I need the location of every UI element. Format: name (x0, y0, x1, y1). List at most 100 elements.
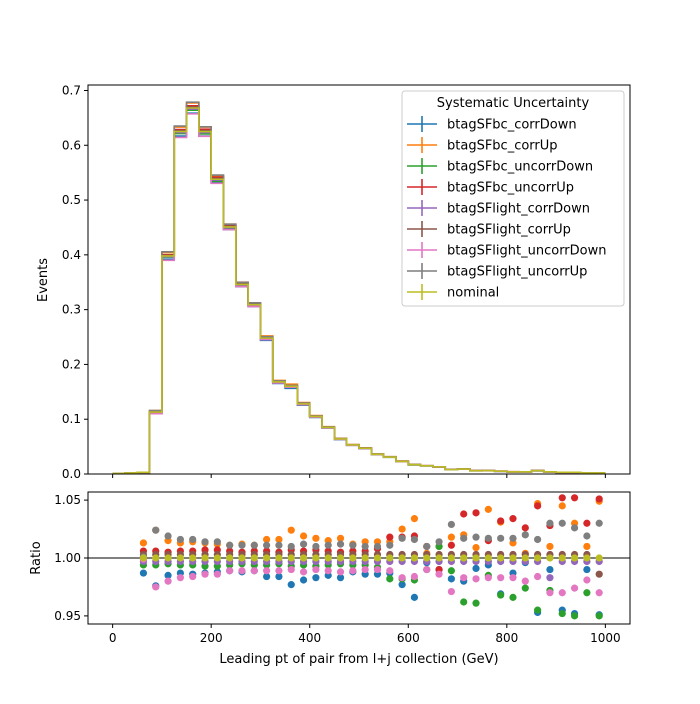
events-plot-frame (87, 84, 631, 475)
ratio-point-btagSFbc_corrUp (299, 532, 308, 540)
ratio-point-nominal (238, 554, 246, 562)
ratio-x-tick-label: 400 (298, 631, 321, 645)
ratio-point-nominal (460, 554, 468, 562)
ratio-point-btagSFbc_corrUp (410, 515, 419, 523)
ratio-point-btagSFbc_corrUp (287, 526, 295, 534)
ratio-y-label: Ratio (29, 541, 44, 574)
ratio-point-btagSFlight_uncorrUp (336, 540, 345, 548)
ratio-point-nominal (349, 554, 357, 562)
ratio-point-btagSFbc_uncorrDown (521, 584, 529, 592)
ratio-point-nominal (583, 554, 591, 562)
legend-label: btagSFbc_corrUp (447, 139, 558, 154)
ratio-point-nominal (423, 554, 431, 562)
ratio-point-btagSFlight_uncorrDown (558, 589, 566, 597)
ratio-point-nominal (176, 554, 184, 562)
ratio-point-btagSFbc_uncorrDown (595, 612, 603, 620)
ratio-point-btagSFlight_uncorrDown (176, 574, 184, 582)
ratio-point-btagSFlight_uncorrUp (546, 519, 554, 527)
ratio-y-tick-label: 1.00 (54, 551, 81, 565)
events-y-tick-label: 0.2 (62, 357, 81, 371)
ratio-point-btagSFlight_uncorrDown (361, 565, 369, 574)
ratio-point-btagSFbc_corrUp (546, 542, 554, 551)
ratio-point-btagSFlight_uncorrUp (213, 538, 221, 546)
ratio-point-btagSFbc_uncorrUp (460, 510, 468, 518)
ratio-point-nominal (398, 554, 406, 562)
ratio-point-btagSFbc_corrDown (139, 569, 148, 577)
ratio-point-btagSFlight_uncorrDown (435, 570, 443, 578)
ratio-point-nominal (435, 554, 443, 562)
ratio-point-btagSFbc_corrDown (398, 581, 406, 589)
legend-label: btagSFlight_corrDown (447, 202, 590, 217)
ratio-x-tick-label: 0 (109, 631, 117, 645)
ratio-point-nominal (410, 554, 419, 562)
ratio-point-btagSFbc_uncorrUp (534, 502, 542, 510)
ratio-point-btagSFlight_uncorrDown (336, 568, 345, 576)
events-y-tick-label: 0.7 (62, 83, 81, 97)
ratio-point-btagSFbc_corrDown (287, 581, 295, 589)
ratio-y-tick-label: 1.05 (54, 493, 81, 507)
legend-entry: btagSFlight_corrDown (407, 200, 590, 217)
legend-entry: btagSFlight_corrUp (407, 221, 571, 238)
ratio-point-btagSFlight_uncorrUp (361, 542, 369, 551)
events-y-label: Events (36, 258, 51, 302)
ratio-y-axis: 0.95 1.00 1.05 (54, 493, 88, 623)
ratio-point-btagSFbc_corrUp (312, 534, 320, 542)
ratio-point-btagSFlight_uncorrUp (287, 542, 295, 551)
legend-entry: btagSFlight_uncorrDown (407, 242, 607, 259)
ratio-point-btagSFlight_uncorrUp (176, 535, 184, 544)
ratio-point-nominal (189, 554, 197, 562)
ratio-point-nominal (336, 554, 345, 562)
step-line-nominal (112, 107, 606, 475)
ratio-point-nominal (226, 554, 234, 562)
histogram-steps (112, 101, 606, 475)
ratio-point-btagSFlight_uncorrUp (238, 541, 246, 549)
legend-label: btagSFbc_uncorrDown (447, 160, 593, 175)
ratio-point-btagSFlight_uncorrDown (287, 565, 295, 574)
ratio-point-btagSFlight_uncorrUp (349, 541, 357, 549)
ratio-point-btagSFlight_uncorrUp (226, 541, 234, 549)
ratio-point-btagSFbc_corrDown (164, 571, 172, 579)
events-y-tick-label: 0.4 (62, 248, 81, 262)
ratio-point-btagSFbc_uncorrUp (521, 524, 529, 532)
legend-label: btagSFbc_corrDown (447, 118, 577, 133)
ratio-point-btagSFlight_uncorrUp (570, 524, 579, 532)
ratio-point-nominal (275, 554, 283, 562)
ratio-point-btagSFlight_uncorrDown (189, 572, 197, 581)
ratio-point-btagSFbc_corrUp (472, 543, 480, 552)
legend-entry: btagSFbc_uncorrDown (407, 158, 593, 175)
ratio-point-btagSFlight_uncorrDown (373, 565, 382, 574)
ratio-point-nominal (201, 554, 209, 562)
legend-label: btagSFlight_uncorrDown (447, 244, 607, 259)
ratio-point-btagSFlight_uncorrUp (312, 542, 320, 551)
legend-box (401, 90, 625, 307)
ratio-point-nominal (139, 554, 148, 562)
ratio-point-btagSFlight_uncorrDown (275, 567, 283, 575)
ratio-point-nominal (447, 554, 455, 562)
ratio-point-btagSFbc_corrDown (299, 576, 308, 584)
ratio-point-nominal (558, 554, 566, 562)
ratio-point-btagSFlight_uncorrDown (583, 576, 591, 584)
events-panel: 0.0 0.1 0.2 0.3 0.4 0.5 0.6 0.7 Events (36, 83, 631, 481)
ratio-point-btagSFbc_uncorrDown (570, 612, 579, 620)
ratio-point-btagSFlight_uncorrUp (299, 540, 308, 548)
legend-title: Systematic Uncertainty (437, 96, 590, 111)
ratio-x-tick-label: 600 (397, 631, 420, 645)
legend-entry: nominal (407, 284, 499, 301)
ratio-point-btagSFlight_uncorrUp (534, 535, 542, 544)
ratio-point-nominal (595, 554, 603, 562)
ratio-point-nominal (570, 554, 579, 562)
ratio-point-btagSFbc_corrUp (336, 534, 345, 542)
ratio-point-btagSFlight_uncorrDown (484, 574, 492, 582)
ratio-point-btagSFbc_uncorrUp (595, 495, 603, 503)
ratio-point-nominal (250, 554, 258, 562)
ratio-point-btagSFlight_uncorrDown (410, 572, 419, 581)
ratio-point-nominal (484, 554, 492, 562)
events-y-tick-label: 0.5 (62, 193, 81, 207)
ratio-point-nominal (213, 554, 221, 562)
ratio-point-btagSFlight_uncorrDown (263, 567, 271, 575)
ratio-point-btagSFlight_uncorrUp (460, 534, 468, 542)
ratio-point-btagSFbc_uncorrUp (509, 515, 517, 523)
ratio-point-nominal (287, 554, 295, 562)
ratio-point-btagSFlight_uncorrDown (226, 567, 234, 575)
ratio-point-btagSFlight_uncorrUp (558, 519, 566, 527)
